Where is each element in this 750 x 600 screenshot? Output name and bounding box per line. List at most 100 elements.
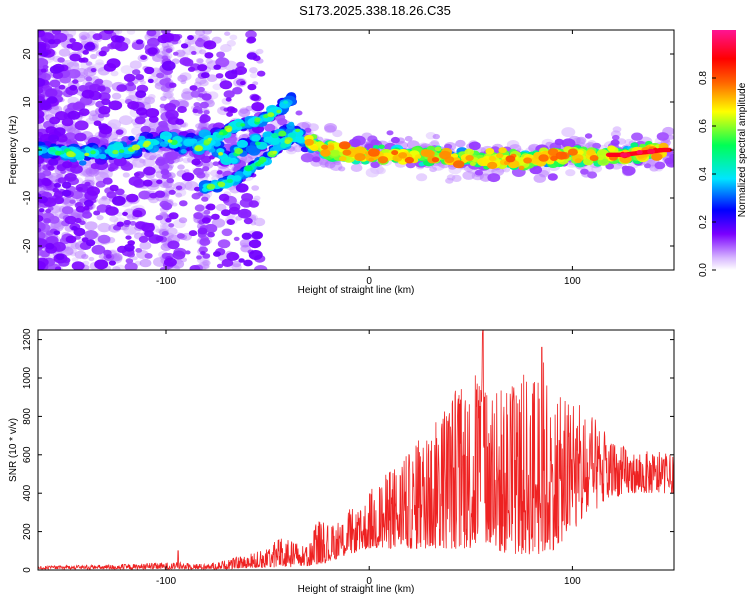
- spectrogram-cell: [277, 118, 288, 126]
- spectrogram-cell: [197, 227, 208, 235]
- spectrogram-cell: [145, 108, 160, 118]
- x-tick-label: 0: [366, 276, 372, 287]
- spectrogram-cell: [232, 87, 243, 95]
- spectrogram-cell: [118, 149, 125, 154]
- spectrogram-cell: [207, 137, 213, 141]
- spectrogram-cell: [547, 148, 559, 156]
- spectrogram-cell: [113, 141, 124, 149]
- spectrogram-cell: [38, 77, 46, 87]
- spectrogram-cell: [295, 128, 301, 133]
- spectrogram-cell: [38, 193, 42, 199]
- spectrogram-cell: [147, 78, 154, 84]
- spectrogram-cell: [38, 172, 46, 180]
- spectrogram-cell: [81, 89, 95, 99]
- spectrogram-cell: [505, 155, 516, 163]
- spectrogram-cell: [197, 192, 204, 197]
- spectrogram-cell: [90, 68, 97, 73]
- spectrogram-cell: [304, 138, 315, 146]
- spectrogram-cell: [38, 110, 45, 119]
- spectrogram-cell: [132, 69, 141, 76]
- spectrogram-cell: [58, 48, 71, 57]
- spectrogram-cell: [85, 61, 93, 66]
- spectrogram-cell: [123, 243, 135, 252]
- spectrogram-cell: [178, 217, 188, 224]
- spectrogram-cell: [244, 165, 253, 172]
- spectrogram-cell: [576, 149, 584, 156]
- spectrogram-cell: [370, 161, 380, 169]
- spectrogram-cell: [630, 142, 639, 148]
- spectrogram-cell: [621, 165, 630, 171]
- spectrogram-cell: [217, 239, 231, 249]
- spectrogram-cell: [69, 38, 76, 43]
- spectrogram-cell: [651, 152, 663, 161]
- spectrogram-cell: [423, 149, 435, 158]
- spectrogram-cell: [561, 127, 576, 138]
- spectrogram-cell: [225, 97, 232, 102]
- spectrogram-cell: [96, 215, 104, 221]
- spectrogram-cell: [228, 206, 240, 215]
- spectrogram-cell: [179, 57, 192, 66]
- spectrogram-cell: [142, 158, 156, 168]
- spectrogram-cell: [152, 54, 164, 62]
- spectrogram-cell: [339, 156, 347, 162]
- spectrogram-cell: [310, 145, 319, 152]
- spectrogram-cell: [111, 253, 123, 262]
- spectrogram-cell: [390, 136, 400, 144]
- spectrogram-cell: [496, 153, 504, 159]
- spectrogram-cell: [523, 157, 532, 164]
- spectrogram-cell: [66, 43, 73, 49]
- spectrogram-cell: [342, 149, 352, 156]
- spectrogram-cell: [38, 221, 44, 230]
- spectrogram-cell: [69, 84, 78, 91]
- spectrogram-cell: [61, 206, 74, 215]
- y-tick-label: 800: [22, 408, 33, 425]
- spectrogram-cell: [636, 150, 643, 155]
- spectrogram-cell: [239, 239, 252, 248]
- spectrogram-cell: [165, 48, 173, 53]
- spectrogram-cell: [610, 139, 620, 146]
- spectrogram-cell: [201, 217, 211, 224]
- spectrogram-cell: [85, 76, 93, 82]
- colorbar-gradient: [712, 30, 736, 270]
- spectrogram-cell: [253, 195, 261, 201]
- spectrogram-cell: [620, 152, 627, 158]
- spectrogram-cell: [38, 260, 46, 270]
- spectrogram-cell: [238, 258, 245, 263]
- spectrogram-cell: [462, 170, 476, 180]
- spectrogram-cell: [284, 139, 291, 145]
- spectrogram-cell: [201, 93, 212, 101]
- spectrogram-cell: [247, 83, 257, 91]
- spectrogram-cell: [175, 118, 185, 125]
- spectrogram-cell: [45, 208, 52, 214]
- spectrogram-cell: [238, 108, 251, 118]
- spectrogram-cell: [370, 139, 380, 146]
- spectrogram-cell: [91, 244, 106, 255]
- colorbar-ticks: 0.0 0.2 0.4 0.6 0.8: [698, 71, 716, 277]
- spectrogram-cell: [207, 231, 215, 238]
- spectrogram-cell: [612, 134, 620, 141]
- spectrogram-cell: [161, 32, 175, 43]
- spectrogram-cell: [167, 240, 180, 250]
- spectrogram-cell: [165, 151, 178, 161]
- spectrogram-cell: [271, 132, 279, 139]
- spectrogram-cell: [249, 67, 258, 74]
- spectrogram-cell: [216, 148, 225, 154]
- spectrogram-cell: [140, 125, 151, 134]
- spectrogram-cell: [200, 251, 206, 255]
- spectrogram-cell: [354, 153, 366, 162]
- spectrogram-cell: [288, 132, 297, 138]
- spectrogram-cell: [75, 202, 82, 207]
- spectrogram-marks: [38, 30, 674, 270]
- x-tick-label: 0: [366, 576, 372, 587]
- spectrogram-cell: [42, 179, 52, 187]
- spectrogram-cell: [61, 189, 72, 197]
- spectrogram-cell: [97, 85, 106, 92]
- spectrogram-cell: [217, 181, 226, 187]
- spectrogram-cell: [67, 69, 81, 79]
- spectrogram-cell: [188, 230, 198, 237]
- spectrogram-cell: [43, 38, 50, 43]
- spectrogram-cell: [127, 81, 135, 87]
- spectrogram-cell: [196, 255, 202, 260]
- spectrogram-cell: [338, 141, 351, 150]
- spectrogram-cell: [109, 184, 119, 192]
